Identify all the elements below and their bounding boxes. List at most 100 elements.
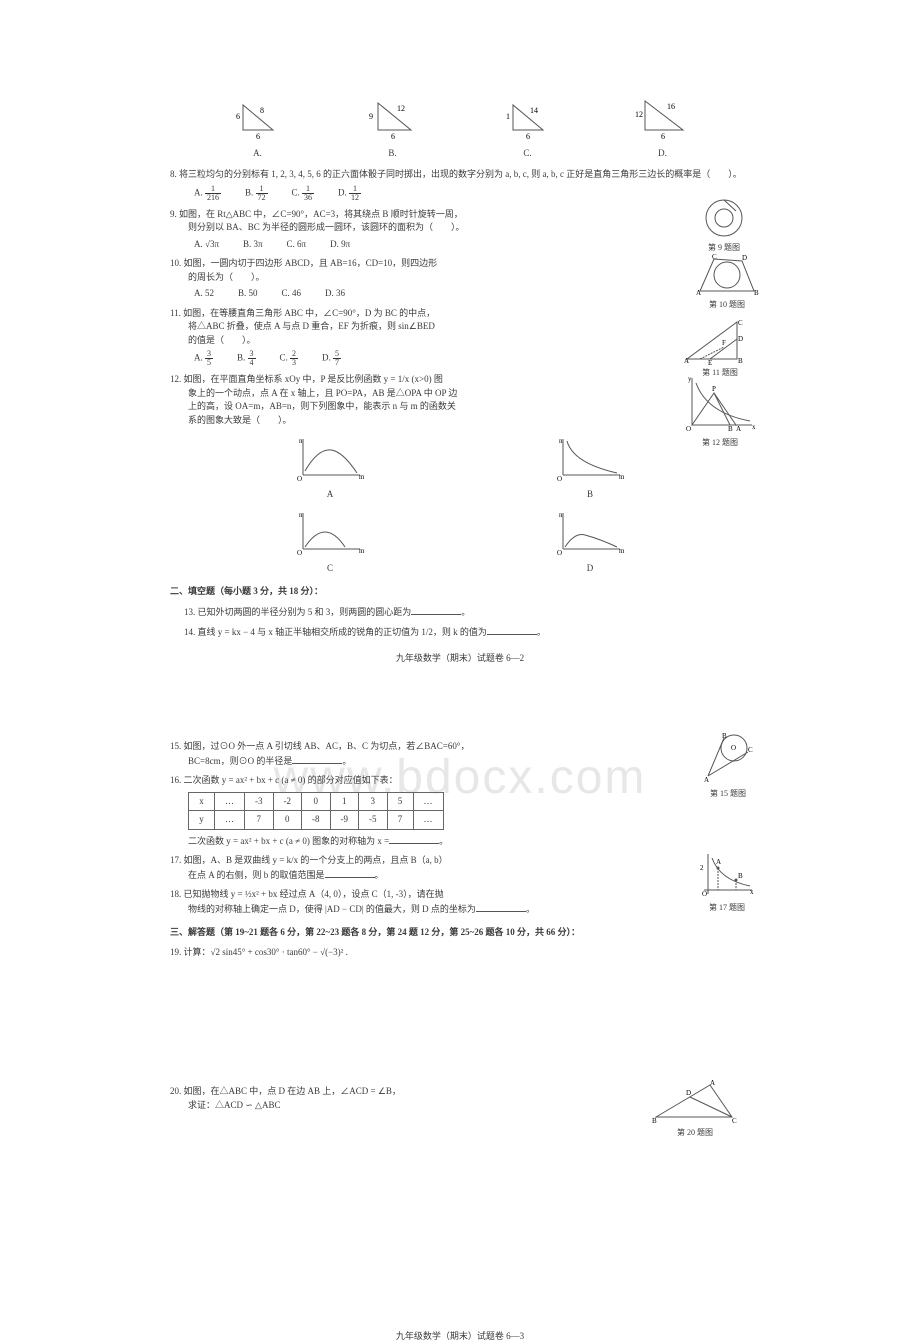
svg-text:B: B: [722, 732, 727, 740]
question-20: 20. 如图，在△ABC 中，点 D 在边 AB 上，∠ACD = ∠B， 求证…: [170, 1085, 750, 1112]
svg-text:C: C: [748, 746, 753, 754]
q8-opt-d: D. 112: [338, 185, 361, 202]
q9-text: 9. 如图，在 Rt△ABC 中，∠C=90°，AC=3，将其绕点 B 顺时针旋…: [170, 208, 750, 222]
svg-text:O: O: [731, 744, 736, 752]
triangle-option-b: 9126 B.: [348, 95, 438, 160]
q9-opt-c: C. 6π: [287, 238, 307, 252]
section-3-title: 三、解答题（第 19~21 题各 6 分，第 22~23 题各 8 分，第 24…: [170, 926, 750, 940]
cell: -9: [330, 811, 359, 830]
q12-text: 12. 如图，在平面直角坐标系 xOy 中，P 是反比例函数 y = 1/x (…: [170, 373, 750, 387]
q8-opt-b: B. 172: [245, 185, 268, 202]
graph-label-a: A: [295, 488, 365, 502]
svg-text:A: A: [696, 289, 701, 297]
svg-text:16: 16: [667, 102, 675, 111]
q11-sub1: 将△ABC 折叠，使点 A 与点 D 重合，EF 为折痕，则 sin∠BED: [170, 320, 750, 334]
svg-text:12: 12: [397, 104, 405, 113]
q12-sub2: 上的高，设 OA=m，AB=n，则下列图象中，能表示 n 与 m 的函数关: [170, 400, 750, 414]
q8-opt-a: A. 1216: [194, 185, 221, 202]
option-label: D.: [618, 147, 708, 161]
graph-label-b: B: [555, 488, 625, 502]
q17-text: 17. 如图，A、B 是双曲线 y = k/x 的一个分支上的两点，且点 B（a…: [170, 854, 750, 868]
cell: -5: [359, 811, 388, 830]
cell: 7: [245, 811, 274, 830]
cell: …: [215, 792, 245, 811]
cell: -8: [302, 811, 331, 830]
svg-text:C: C: [732, 1117, 737, 1125]
option-label: B.: [348, 147, 438, 161]
question-18: 18. 已知抛物线 y = ½x² + bx 经过点 A（4, 0），设点 C（…: [170, 888, 750, 916]
svg-text:y: y: [688, 375, 692, 383]
svg-text:F: F: [722, 339, 726, 347]
triangle-options-row: 686 A. 9126 B. 1146 C. 12166 D.: [170, 95, 750, 160]
cell: 0: [273, 811, 302, 830]
svg-text:12: 12: [635, 110, 643, 119]
workspace-spacer: [170, 965, 750, 1085]
cell: -3: [245, 792, 274, 811]
q11-opt-a: A. 35: [194, 350, 213, 367]
q18-sub: 物线的对称轴上确定一点 D，使得 |AD − CD| 的值最大，则 D 点的坐标…: [188, 904, 476, 914]
blank: [292, 754, 342, 764]
option-label: C.: [483, 147, 573, 161]
svg-text:n: n: [559, 511, 563, 519]
question-19: 19. 计算：√2 sin45° + cos30° · tan60° − √(−…: [170, 946, 750, 960]
svg-text:6: 6: [526, 132, 530, 140]
page-footer-1: 九年级数学（期末）试题卷 6—2: [170, 652, 750, 666]
question-14: 14. 直线 y = kx − 4 与 x 轴正半轴相交所成的锐角的正切值为 1…: [170, 625, 750, 640]
q9-caption: 第 9 题图: [698, 242, 750, 254]
q10-opt-d: D. 36: [325, 287, 345, 301]
svg-text:8: 8: [260, 106, 264, 115]
q12-caption: 第 12 题图: [682, 437, 758, 449]
tri-side-a: 6: [236, 112, 240, 121]
page-footer-2: 九年级数学（期末）试题卷 6—3: [170, 1330, 750, 1344]
question-8: 8. 将三粒均匀的分别标有 1, 2, 3, 4, 5, 6 的正六面体骰子同时…: [170, 168, 750, 202]
graph-label-d: D: [555, 562, 625, 576]
triangle-option-c: 1146 C.: [483, 95, 573, 160]
q18-text: 18. 已知抛物线 y = ½x² + bx 经过点 A（4, 0），设点 C（…: [170, 888, 750, 902]
svg-text:n: n: [299, 511, 303, 519]
question-11: 11. 如图，在等腰直角三角形 ABC 中，∠C=90°，D 为 BC 的中点，…: [170, 307, 750, 368]
svg-text:O: O: [297, 475, 302, 483]
q14-text: 14. 直线 y = kx − 4 与 x 轴正半轴相交所成的锐角的正切值为 1…: [170, 627, 487, 637]
q10-sub: 的周长为（ ）。: [170, 271, 750, 285]
q9-figure: 第 9 题图: [698, 196, 750, 254]
cell: …: [413, 811, 443, 830]
question-17: 17. 如图，A、B 是双曲线 y = k/x 的一个分支上的两点，且点 B（a…: [170, 854, 750, 882]
q12-sub3: 系的图象大致是（ ）。: [170, 414, 750, 428]
svg-text:6: 6: [256, 132, 260, 140]
q12-figure: OAxyPB 第 12 题图: [682, 373, 758, 449]
cell: 1: [330, 792, 359, 811]
blank: [389, 834, 439, 844]
q16-text: 16. 二次函数 y = ax² + bx + c (a ≠ 0) 的部分对应值…: [170, 774, 750, 788]
q19-text: 19. 计算：√2 sin45° + cos30° · tan60° − √(−…: [170, 946, 750, 960]
svg-text:2: 2: [700, 864, 704, 872]
q9-sub: 则分别以 BA、BC 为半径的圆形成一圆环，该圆环的面积为（ ）。: [170, 221, 750, 235]
question-9: 9. 如图，在 Rt△ABC 中，∠C=90°，AC=3，将其绕点 B 顺时针旋…: [170, 208, 750, 252]
q12-graph-d: Om n D: [555, 507, 625, 575]
graph-label-c: C: [295, 562, 365, 576]
cell: …: [215, 811, 245, 830]
q13-text: 13. 已知外切两圆的半径分别为 5 和 3，则两圆的圆心距为: [170, 607, 411, 617]
cell: 0: [302, 792, 331, 811]
svg-text:O: O: [557, 549, 562, 557]
cell: y: [189, 811, 215, 830]
cell: 3: [359, 792, 388, 811]
q10-text: 10. 如图，一圆内切于四边形 ABCD，且 AB=16，CD=10，则四边形: [170, 257, 750, 271]
option-label: A.: [213, 147, 303, 161]
svg-text:m: m: [619, 473, 625, 481]
q10-opt-b: B. 50: [238, 287, 258, 301]
cell: 5: [387, 792, 413, 811]
q16-sub: 二次函数 y = ax² + bx + c (a ≠ 0) 图象的对称轴为 x …: [188, 836, 389, 846]
svg-text:x: x: [750, 888, 754, 896]
q11-opt-b: B. 34: [237, 350, 256, 367]
question-16: 16. 二次函数 y = ax² + bx + c (a ≠ 0) 的部分对应值…: [170, 774, 750, 848]
question-10: 10. 如图，一圆内切于四边形 ABCD，且 AB=16，CD=10，则四边形 …: [170, 257, 750, 301]
q20-caption: 第 20 题图: [650, 1127, 740, 1139]
q8-text: 8. 将三粒均匀的分别标有 1, 2, 3, 4, 5, 6 的正六面体骰子同时…: [170, 168, 750, 182]
exam-page-upper: 686 A. 9126 B. 1146 C. 12166 D. 8. 将三粒均匀…: [170, 95, 750, 665]
svg-text:m: m: [619, 547, 625, 555]
svg-text:n: n: [559, 437, 563, 445]
svg-text:6: 6: [391, 132, 395, 140]
q9-opt-b: B. 3π: [243, 238, 263, 252]
q12-graph-row-1: Omn A Omn B: [170, 433, 750, 501]
question-12: 12. 如图，在平面直角坐标系 xOy 中，P 是反比例函数 y = 1/x (…: [170, 373, 750, 575]
